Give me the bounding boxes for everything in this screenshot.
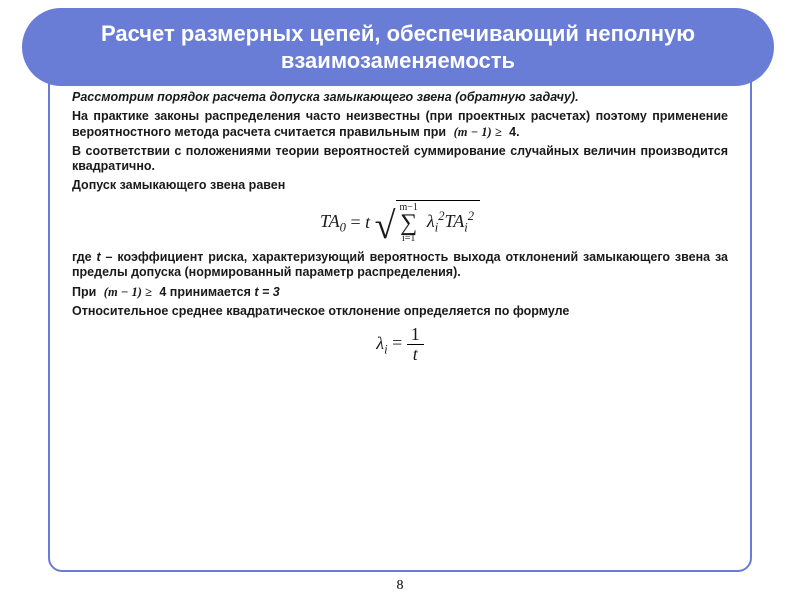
sqrt-symbol: √ — [375, 205, 396, 247]
p6a-text: При — [72, 285, 100, 299]
formula-TA0: TA0 = t √ m−1 ∑ i=1 λi2TAi2 — [72, 200, 728, 245]
f2-eq: = — [388, 333, 407, 353]
p3-text: В соответствии с положениями теории веро… — [72, 144, 728, 173]
f1-lambda: λ — [427, 211, 435, 231]
paragraph-when-t3: При (m − 1) ≥ 4 принимается t = 3 — [72, 285, 728, 300]
p2b-text: 4. — [506, 125, 520, 139]
p5b-text: – коэффициент риска, характеризующий вер… — [72, 250, 728, 279]
p4-text: Допуск замыкающего звена равен — [72, 178, 285, 192]
page-number: 8 — [397, 578, 404, 594]
paragraph-condition: На практике законы распределения часто н… — [72, 109, 728, 140]
paragraph-where-t: где t – коэффициент риска, характеризующ… — [72, 250, 728, 281]
fraction-1-over-t: 1 t — [407, 325, 424, 364]
f2-lhs: λ — [376, 333, 384, 353]
paragraph-intro: Рассмотрим порядок расчета допуска замык… — [72, 90, 728, 105]
inline-math-m1b: (m − 1) ≥ — [104, 285, 152, 299]
paragraph-theory: В соответствии с положениями теории веро… — [72, 144, 728, 175]
p6-t: t = 3 — [254, 285, 279, 299]
p2a-text: На практике законы распределения часто н… — [72, 109, 728, 138]
content-body: Рассмотрим порядок расчета допуска замык… — [72, 90, 728, 364]
p7-text: Относительное среднее квадратическое отк… — [72, 304, 569, 318]
f1-TA-sup: 2 — [468, 209, 474, 223]
p5a-text: где — [72, 250, 97, 264]
paragraph-tolerance: Допуск замыкающего звена равен — [72, 178, 728, 193]
sigma-icon: ∑ — [400, 213, 418, 235]
paragraph-rel-dev: Относительное среднее квадратическое отк… — [72, 304, 728, 319]
sum-symbol: m−1 ∑ i=1 — [400, 203, 418, 245]
f1-lhs: TA — [320, 211, 340, 231]
inline-math-m1: (m − 1) ≥ — [454, 125, 502, 139]
formula-lambda: λi = 1 t — [72, 325, 728, 364]
p6b-text: 4 принимается — [156, 285, 255, 299]
p1-text: Рассмотрим порядок расчета допуска замык… — [72, 90, 579, 104]
sum-lower: i=1 — [400, 234, 418, 244]
f2-den: t — [407, 345, 424, 364]
slide-title: Расчет размерных цепей, обеспечивающий н… — [22, 8, 774, 86]
f1-t: t — [365, 211, 370, 231]
f1-eq: = — [346, 211, 365, 231]
f1-TA: TA — [445, 211, 465, 231]
f2-num: 1 — [407, 325, 424, 345]
title-text: Расчет размерных цепей, обеспечивающий н… — [52, 20, 744, 75]
content-frame: Рассмотрим порядок расчета допуска замык… — [48, 62, 752, 572]
